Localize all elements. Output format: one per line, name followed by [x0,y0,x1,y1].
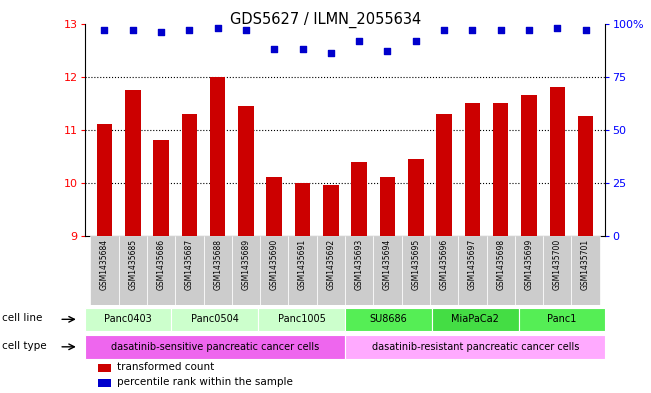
Bar [323,185,339,236]
Bar [96,124,112,236]
Text: MiaPaCa2: MiaPaCa2 [451,314,499,324]
Point [241,27,251,33]
Bar [345,236,373,305]
Text: Panc1005: Panc1005 [278,314,326,324]
Text: GSM1435688: GSM1435688 [213,239,222,290]
Text: GSM1435695: GSM1435695 [411,239,421,290]
Point [581,27,591,33]
Text: transformed count: transformed count [117,362,214,373]
Bar [458,236,486,305]
Text: SU8686: SU8686 [370,314,408,324]
Bar [486,236,515,305]
Bar [125,90,141,236]
Bar [345,308,432,331]
Bar [521,95,537,236]
Bar [147,236,175,305]
Text: dasatinib-resistant pancreatic cancer cells: dasatinib-resistant pancreatic cancer ce… [372,342,579,352]
Bar [98,379,111,387]
Point [298,46,308,52]
Text: GSM1435685: GSM1435685 [128,239,137,290]
Point [212,25,223,31]
Point [354,37,365,44]
Bar [578,116,594,236]
Bar [543,236,572,305]
Bar [210,77,225,236]
Bar [175,236,204,305]
Bar [436,114,452,236]
Point [326,50,336,57]
Bar [182,114,197,236]
Text: GSM1435690: GSM1435690 [270,239,279,290]
Point [495,27,506,33]
Bar [90,236,118,305]
Point [156,29,166,35]
Text: GSM1435698: GSM1435698 [496,239,505,290]
Bar [515,236,543,305]
Point [184,27,195,33]
Text: GSM1435686: GSM1435686 [156,239,165,290]
Bar [465,103,480,236]
Bar [238,106,254,236]
Text: GSM1435689: GSM1435689 [242,239,251,290]
Bar [118,236,147,305]
Bar [85,335,345,358]
Text: Panc0504: Panc0504 [191,314,239,324]
Bar [258,308,345,331]
Point [552,25,562,31]
Text: dasatinib-sensitive pancreatic cancer cells: dasatinib-sensitive pancreatic cancer ce… [111,342,319,352]
Point [439,27,449,33]
Bar [85,308,171,331]
Bar [98,364,111,373]
Bar [408,159,424,236]
Bar [373,236,402,305]
Bar [493,103,508,236]
Bar [288,236,317,305]
Bar [232,236,260,305]
Point [128,27,138,33]
Bar [260,236,288,305]
Text: Panc0403: Panc0403 [104,314,152,324]
Bar [204,236,232,305]
Bar [352,162,367,236]
Bar [572,236,600,305]
Bar [432,308,519,331]
Bar [317,236,345,305]
Bar [402,236,430,305]
Bar [153,140,169,236]
Point [269,46,279,52]
Point [524,27,534,33]
Text: GDS5627 / ILMN_2055634: GDS5627 / ILMN_2055634 [230,12,421,28]
Text: GSM1435701: GSM1435701 [581,239,590,290]
Text: GSM1435696: GSM1435696 [439,239,449,290]
Bar [295,183,311,236]
Bar [171,308,258,331]
Point [382,48,393,54]
Text: GSM1435697: GSM1435697 [468,239,477,290]
Text: GSM1435693: GSM1435693 [355,239,364,290]
Bar [549,87,565,236]
Point [467,27,478,33]
Text: cell line: cell line [2,313,42,323]
Bar [345,335,605,358]
Text: GSM1435694: GSM1435694 [383,239,392,290]
Point [411,37,421,44]
Text: GSM1435699: GSM1435699 [525,239,534,290]
Bar [266,177,282,236]
Text: GSM1435687: GSM1435687 [185,239,194,290]
Text: GSM1435700: GSM1435700 [553,239,562,290]
Text: GSM1435691: GSM1435691 [298,239,307,290]
Text: percentile rank within the sample: percentile rank within the sample [117,377,293,387]
Text: cell type: cell type [2,341,46,351]
Bar [380,177,395,236]
Bar [430,236,458,305]
Text: GSM1435692: GSM1435692 [326,239,335,290]
Text: GSM1435684: GSM1435684 [100,239,109,290]
Point [99,27,109,33]
Bar [519,308,605,331]
Text: Panc1: Panc1 [547,314,577,324]
